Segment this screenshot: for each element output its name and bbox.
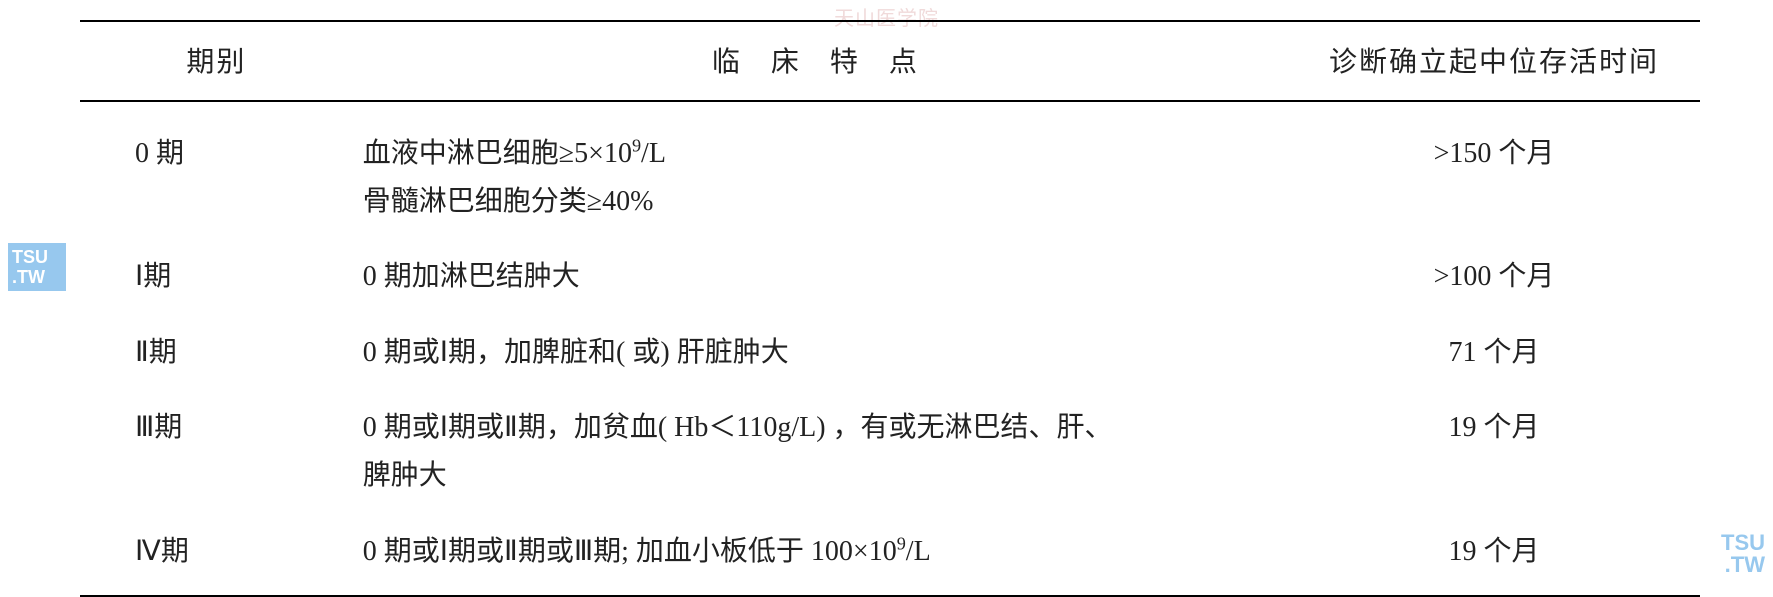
table-body: 0 期血液中淋巴细胞≥5×109/L骨髓淋巴细胞分类≥40%>150 个月Ⅰ期0… — [80, 101, 1700, 596]
cell-feature: 0 期或Ⅰ期或Ⅱ期，加贫血( Hb＜110g/L) ，有或无淋巴结、肝、脾肿大 — [353, 390, 1288, 513]
staging-table-wrap: 期别 临 床 特 点 诊断确立起中位存活时间 0 期血液中淋巴细胞≥5×109/… — [80, 20, 1700, 597]
cell-survival: 19 个月 — [1288, 390, 1700, 513]
logo-right-line1: TSU — [1721, 532, 1765, 554]
cell-stage: Ⅰ期 — [80, 239, 353, 315]
logo-left-line2: .TW — [12, 267, 66, 287]
table-row: Ⅲ期0 期或Ⅰ期或Ⅱ期，加贫血( Hb＜110g/L) ，有或无淋巴结、肝、脾肿… — [80, 390, 1700, 513]
table-row: 0 期血液中淋巴细胞≥5×109/L骨髓淋巴细胞分类≥40%>150 个月 — [80, 101, 1700, 239]
logo-right: TSU .TW — [1721, 532, 1765, 576]
header-feature: 临 床 特 点 — [353, 21, 1288, 101]
cell-stage: Ⅲ期 — [80, 390, 353, 513]
table-row: Ⅱ期0 期或Ⅰ期，加脾脏和( 或) 肝脏肿大71 个月 — [80, 315, 1700, 391]
cell-feature: 0 期或Ⅰ期，加脾脏和( 或) 肝脏肿大 — [353, 315, 1288, 391]
cell-survival: >150 个月 — [1288, 101, 1700, 239]
cell-stage: 0 期 — [80, 101, 353, 239]
logo-left-line1: TSU — [12, 247, 66, 267]
cell-feature: 0 期加淋巴结肿大 — [353, 239, 1288, 315]
logo-right-line2: .TW — [1721, 554, 1765, 576]
cell-survival: >100 个月 — [1288, 239, 1700, 315]
header-stage: 期别 — [80, 21, 353, 101]
table-header-row: 期别 临 床 特 点 诊断确立起中位存活时间 — [80, 21, 1700, 101]
cell-stage: Ⅱ期 — [80, 315, 353, 391]
header-survival: 诊断确立起中位存活时间 — [1288, 21, 1700, 101]
cell-feature: 血液中淋巴细胞≥5×109/L骨髓淋巴细胞分类≥40% — [353, 101, 1288, 239]
cell-survival: 71 个月 — [1288, 315, 1700, 391]
logo-left: TSU .TW — [8, 243, 66, 291]
staging-table: 期别 临 床 特 点 诊断确立起中位存活时间 0 期血液中淋巴细胞≥5×109/… — [80, 20, 1700, 597]
table-row: Ⅰ期0 期加淋巴结肿大>100 个月 — [80, 239, 1700, 315]
